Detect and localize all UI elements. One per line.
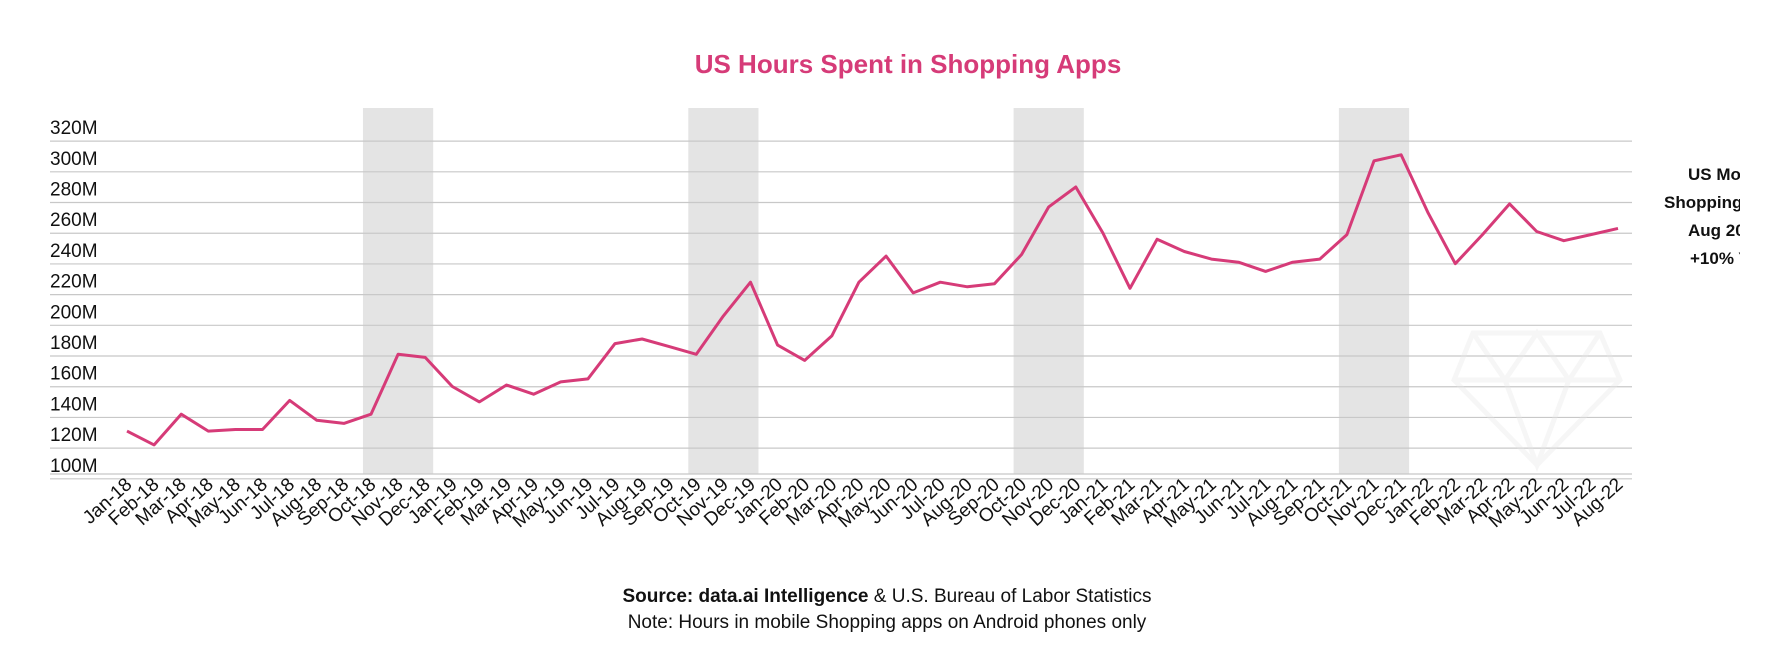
- highlight-band: [362, 108, 434, 474]
- callout-text: US Mol Shopping Aug 20 +10% Y: [1664, 165, 1750, 268]
- y-tick-label: 180M: [50, 333, 98, 354]
- source-label: Source: data.ai Intelligence: [622, 586, 869, 607]
- note-line: Note: Hours in mobile Shopping apps on A…: [627, 612, 1147, 633]
- chart-title: US Hours Spent in Shopping Apps: [695, 49, 1122, 79]
- highlight-bands: [362, 108, 1410, 474]
- y-tick-label: 220M: [50, 272, 98, 293]
- highlight-band: [1013, 108, 1084, 474]
- callout-line: US Mol: [1688, 165, 1746, 184]
- diamond-watermark-icon: [1451, 328, 1623, 473]
- y-tick-label: 280M: [50, 180, 98, 201]
- y-tick-label: 320M: [50, 118, 98, 139]
- highlight-band: [1338, 108, 1410, 474]
- y-tick-label: 160M: [50, 364, 98, 385]
- y-tick-label: 300M: [50, 149, 98, 170]
- callout-line: Shopping: [1664, 193, 1742, 212]
- y-tick-label: 100M: [50, 456, 98, 477]
- callout-line: +10% Y: [1690, 249, 1750, 268]
- y-axis-ticks: 100M 120M 140M 160M 180M 200M 220M 240M 260M 280M…: [50, 118, 98, 477]
- series-line: [126, 153, 1619, 447]
- y-tick-label: 260M: [50, 210, 98, 231]
- callout-annotation: US Mol Shopping Aug 20 +10% Y: [1664, 165, 1750, 268]
- highlight-band: [688, 108, 759, 474]
- x-axis-ticks: Jan-18Feb-18Mar-18Apr-18May-18Jun-18Jul-…: [79, 474, 1627, 532]
- y-tick-label: 120M: [50, 425, 98, 446]
- y-tick-label: 140M: [50, 394, 98, 415]
- y-tick-label: 240M: [50, 241, 98, 262]
- y-tick-label: 200M: [50, 302, 98, 323]
- source-rest: & U.S. Bureau of Labor Statistics: [868, 586, 1152, 607]
- source-line: Source: data.ai Intelligence & U.S. Bure…: [0, 586, 1774, 608]
- callout-line: Aug 20: [1688, 221, 1745, 240]
